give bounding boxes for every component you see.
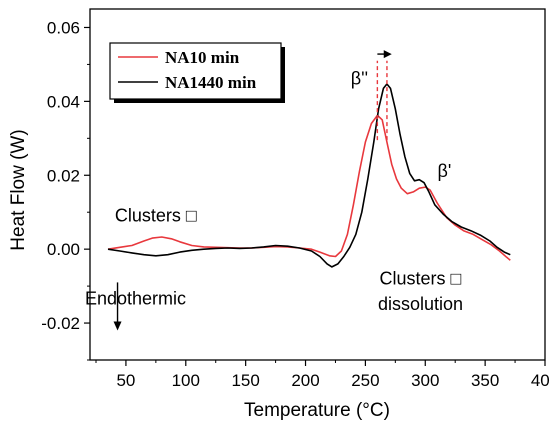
annotations: Clusters □ Endothermic Clusters □ dissoluti… <box>85 69 463 314</box>
annotation-1: Endothermic <box>85 289 186 309</box>
x-tick-label: 300 <box>411 371 439 390</box>
legend-label-na10: NA10 min <box>165 48 240 67</box>
plot-frame <box>89 8 546 361</box>
x-tick-label: 50 <box>116 371 135 390</box>
annotation-0: Clusters □ <box>115 205 197 225</box>
y-axis-title: Heat Flow (W) <box>8 129 29 250</box>
peak-markers <box>113 50 392 331</box>
y-tick-label: 0.02 <box>47 166 80 185</box>
plot-border <box>89 8 546 361</box>
x-tick-label: 250 <box>351 371 379 390</box>
x-tick-label: 200 <box>291 371 319 390</box>
series-line-0 <box>107 114 511 261</box>
y-tick-label: 0.04 <box>47 92 80 111</box>
peak-shift-arrow-head <box>383 50 392 59</box>
legend-label-na1440: NA1440 min <box>165 73 257 92</box>
y-tick-label: 0.06 <box>47 18 80 37</box>
x-tick-label: 400 <box>531 371 550 390</box>
annotation-4: β'' <box>351 69 368 89</box>
legend: NA10 min NA1440 min <box>109 42 285 103</box>
x-tick-label: 100 <box>172 371 200 390</box>
x-axis-title: Temperature (°C) <box>244 400 390 421</box>
series-line-1 <box>107 83 511 268</box>
legend-box <box>109 42 282 100</box>
endothermic-arrow-head <box>113 321 122 331</box>
annotation-5: β' <box>438 161 452 181</box>
x-tick-label: 150 <box>231 371 259 390</box>
annotation-3: dissolution <box>378 294 463 314</box>
y-tick-label: -0.02 <box>41 314 80 333</box>
series-group <box>107 83 511 268</box>
x-tick-label: 350 <box>471 371 499 390</box>
annotation-2: Clusters □ <box>380 268 462 288</box>
y-tick-label: 0.00 <box>47 240 80 259</box>
axis-ticks: 50 100 150 200 250 300 350 400 -0.02 0.00 0.02 0.04… <box>41 18 550 390</box>
